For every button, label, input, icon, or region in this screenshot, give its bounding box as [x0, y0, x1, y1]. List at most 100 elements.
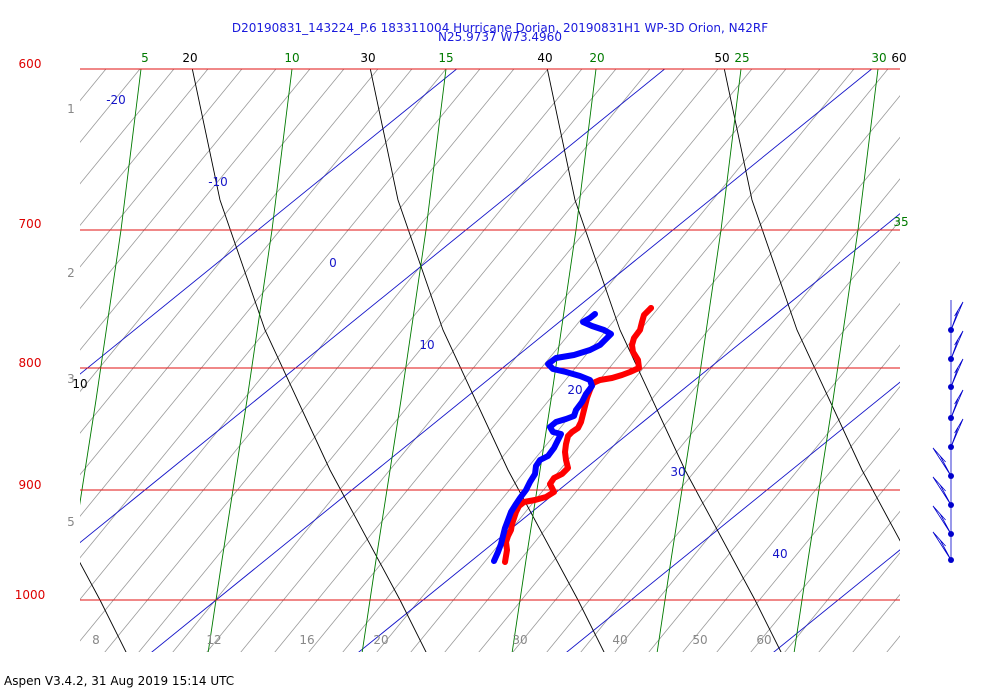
mixing-ratio-line: [898, 20, 1000, 680]
moist-adiabat-label: 35: [893, 215, 908, 229]
mixing-ratio-line: [478, 136, 900, 652]
mixing-ratio-line: [80, 69, 141, 143]
mixing-ratio-line: [80, 69, 481, 559]
wind-profile: [932, 300, 964, 563]
mixing-ratio-line: [580, 261, 900, 652]
isotherm-line: [80, 69, 458, 375]
mixing-ratio-line: [444, 95, 900, 652]
mixing-ratio-label: 60: [756, 633, 771, 647]
mixing-ratio-label: 12: [206, 633, 221, 647]
isotherm-line: [773, 549, 900, 652]
wind-barb: [950, 358, 964, 388]
isotherm-label: 0: [329, 256, 337, 270]
mixing-ratio-line: [80, 69, 379, 434]
mixing-ratio-label: 40: [612, 633, 627, 647]
footer-version-timestamp: Aspen V3.4.2, 31 Aug 2019 15:14 UTC: [4, 674, 235, 688]
chart-title: D20190831_143224_P.6 183311004 Hurricane…: [231, 21, 769, 35]
wind-barb: [950, 389, 964, 419]
moist-adiabat-line: [207, 69, 293, 652]
mixing-ratio-line: [172, 69, 651, 652]
isotherm-label: -10: [208, 175, 228, 189]
dry-adiabat-line: [369, 69, 605, 652]
dry-adiabat-label: 40: [537, 51, 552, 65]
isotherm-line: [358, 213, 900, 652]
mixing-ratio-line: [80, 69, 107, 102]
dry-adiabat-line: [191, 69, 427, 652]
mixing-ratio-line: [80, 69, 345, 393]
mixing-ratio-line: [206, 69, 685, 652]
isotherm-label: 30: [670, 465, 685, 479]
mixing-ratio-line: [0, 20, 44, 680]
dry-adiabat-line: [546, 69, 782, 652]
pressure-label-700: 700: [19, 217, 42, 231]
wind-barb: [932, 447, 952, 477]
mixing-ratio-line: [648, 344, 900, 652]
mixing-ratio-line: [682, 386, 900, 652]
pressure-label-800: 800: [19, 356, 42, 370]
mixing-ratio-line: [886, 635, 900, 652]
mixing-ratio-line: [80, 69, 277, 310]
wind-barb: [950, 418, 964, 448]
mixing-ratio-line: [784, 510, 900, 652]
moist-adiabat-label: 10: [284, 51, 299, 65]
moist-adiabat-line: [925, 69, 1000, 660]
isotherm-line: [80, 69, 666, 544]
isotherm-label: 10: [419, 338, 434, 352]
height-km-label: 1: [67, 102, 75, 116]
moist-adiabat-label: 15: [438, 51, 453, 65]
isotherm-label: 40: [772, 547, 787, 561]
mixing-ratio-line: [852, 593, 900, 652]
mixing-ratio-line: [308, 69, 787, 652]
isotherm-label: 20: [567, 383, 582, 397]
height-km-label: 5: [67, 515, 75, 529]
mixing-ratio-line: [80, 69, 447, 517]
mixing-ratio-line: [614, 302, 900, 652]
dewpoint-trace: [491, 311, 614, 564]
pressure-label-1000: 1000: [15, 588, 46, 602]
dry-adiabat-label: 60: [891, 51, 906, 65]
mixing-ratio-label: 16: [299, 633, 314, 647]
mixing-ratio-line: [932, 20, 1000, 680]
wind-barb: [932, 505, 952, 535]
mixing-ratio-line: [138, 69, 617, 652]
mixing-ratio-label: 20: [373, 633, 388, 647]
pressure-label-600: 600: [19, 57, 42, 71]
dry-adiabat-label: 10: [72, 377, 87, 391]
temperature-trace: [502, 305, 654, 565]
mixing-ratio-line: [80, 69, 413, 476]
dry-adiabat-label: 20: [182, 51, 197, 65]
mixing-ratio-label: 30: [512, 633, 527, 647]
moist-adiabat-line: [793, 69, 879, 652]
isotherm-line: [566, 381, 900, 652]
wind-barb: [932, 476, 952, 506]
mixing-ratio-line: [80, 69, 243, 268]
wind-barb: [950, 301, 964, 331]
dry-adiabat-label: 30: [360, 51, 375, 65]
moist-adiabat-label: 25: [734, 51, 749, 65]
mixing-ratio-label: 8: [92, 633, 100, 647]
moist-adiabat-label: 30: [871, 51, 886, 65]
mixing-ratio-line: [104, 69, 583, 652]
wind-barb: [950, 330, 964, 360]
mixing-ratio-line: [80, 69, 175, 185]
dry-adiabat-line: [723, 69, 900, 542]
height-km-label: 2: [67, 266, 75, 280]
mixing-ratio-line: [0, 20, 78, 680]
mixing-ratio-line: [0, 20, 10, 680]
mixing-ratio-line: [80, 69, 209, 226]
wind-barb: [932, 531, 952, 561]
dry-adiabat-line: [900, 58, 1000, 680]
dry-adiabat-line: [80, 561, 127, 652]
mixing-ratio-line: [240, 69, 719, 652]
chart-subtitle: N25.9737 W73.4960: [438, 30, 562, 44]
pressure-label-900: 900: [19, 478, 42, 492]
mixing-ratio-line: [512, 178, 900, 652]
moist-adiabat-line: [80, 69, 142, 506]
isotherm-line: [934, 0, 1000, 690]
mixing-ratio-line: [274, 69, 753, 652]
moist-adiabat-line: [511, 69, 597, 652]
mixing-ratio-line: [750, 469, 900, 652]
mixing-ratio-label: 50: [692, 633, 707, 647]
isotherm-label: -20: [106, 93, 126, 107]
